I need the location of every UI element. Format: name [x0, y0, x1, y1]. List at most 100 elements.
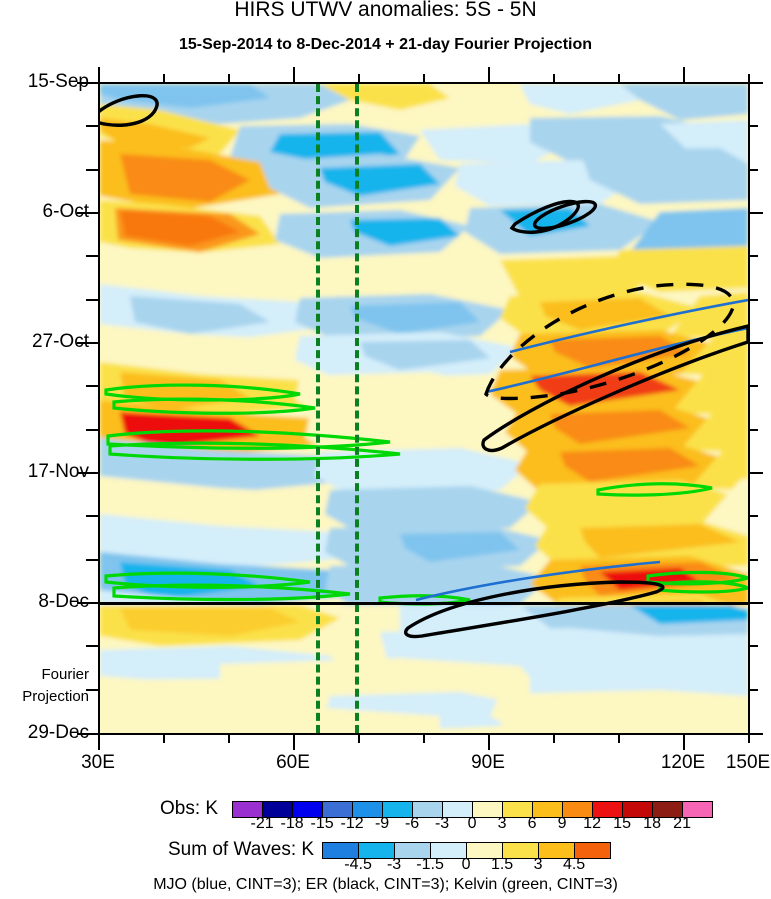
colorbar-tick-label: 15 [613, 815, 631, 832]
colorbar-swatch [353, 801, 384, 817]
colorbar-tick-label: 3 [533, 856, 543, 873]
colorbar-tick-label: 1.5 [490, 856, 514, 873]
x-axis-label-120e: 120E [660, 752, 706, 773]
colorbar-tick-label: -3 [434, 815, 450, 832]
colorbar-swatch [263, 801, 294, 817]
colorbar-tick-label: -12 [340, 815, 364, 832]
contour-legend-note: MJO (blue, CINT=3); ER (black, CINT=3); … [153, 876, 618, 893]
colorbar-tick-label: 12 [583, 815, 601, 832]
x-tick-major [683, 735, 685, 750]
y-tick-right-minor [750, 125, 758, 127]
colorbar-swatch [503, 842, 540, 858]
y-tick-major [77, 342, 98, 344]
colorbar-swatch [359, 842, 396, 858]
y-tick-minor [86, 689, 98, 691]
y-axis-label-27-oct: 27-Oct [31, 331, 89, 352]
y-tick-major [77, 472, 98, 474]
analysis-end-line [100, 602, 748, 605]
y-tick-right-minor [750, 689, 758, 691]
colorbar-tick-label: 0 [461, 856, 471, 873]
colorbar-swatch [467, 842, 504, 858]
y-axis-label-17-nov: 17-Nov [27, 461, 89, 482]
x-tick-top-major [488, 67, 490, 82]
x-tick-minor [553, 735, 555, 743]
x-axis-label-90e: 90E [471, 752, 505, 773]
x-tick-major [488, 735, 490, 750]
y-tick-major [77, 212, 98, 214]
y-axis-label-6-oct: 6-Oct [42, 201, 89, 222]
x-tick-minor [618, 735, 620, 743]
colorbar-tick-label: 9 [557, 815, 567, 832]
colorbar-swatch [563, 801, 594, 817]
x-tick-major [98, 735, 100, 750]
colorbar-tick-label: -3 [386, 856, 402, 873]
colorbar-swatch [293, 801, 324, 817]
colorbar-swatch [503, 801, 534, 817]
x-tick-minor [358, 735, 360, 743]
y-tick-right-minor [750, 385, 758, 387]
x-tick-minor [228, 735, 230, 743]
y-tick-right-major [750, 82, 763, 84]
y-tick-right-minor [750, 429, 758, 431]
y-axis-label-8-dec: 8-Dec [38, 591, 89, 612]
shaded-anomaly-field [100, 84, 748, 733]
hovmoller-plot [98, 82, 750, 735]
y-tick-minor [86, 299, 98, 301]
colorbar-tick-label: -6 [404, 815, 420, 832]
colorbar-tick-label: -21 [250, 815, 274, 832]
y-tick-minor [86, 429, 98, 431]
colorbar-swatch [443, 801, 474, 817]
x-tick-top-minor [553, 74, 555, 82]
y-tick-right-minor [750, 645, 758, 647]
colorbar-tick-label: -1.5 [416, 856, 444, 873]
x-tick-top-minor [748, 74, 750, 82]
y-tick-right-major [750, 602, 763, 604]
x-tick-top-major [293, 67, 295, 82]
reference-line-72e [316, 84, 320, 733]
colorbar-tick-label: -15 [310, 815, 334, 832]
colorbar-tick-label: 18 [643, 815, 661, 832]
y-tick-right-minor [750, 559, 758, 561]
x-axis-label-60e: 60E [276, 752, 310, 773]
colorbar-swatch [431, 842, 468, 858]
colorbar-swatch [533, 801, 564, 817]
obs-colorbar [232, 800, 714, 818]
y-tick-major [77, 82, 98, 84]
colorbar-swatch [473, 801, 504, 817]
x-tick-top-major [98, 67, 100, 82]
colorbar-tick-label: 4.5 [562, 856, 586, 873]
colorbar-swatch [683, 801, 713, 817]
x-tick-top-minor [228, 74, 230, 82]
colorbar-tick-label: 6 [527, 815, 537, 832]
y-axis-label-15-sep: 15-Sep [27, 71, 89, 92]
waves-colorbar [322, 841, 612, 859]
colorbar-tick-label: -4.5 [344, 856, 372, 873]
x-tick-top-minor [358, 74, 360, 82]
y-tick-right-major [750, 212, 763, 214]
fourier-annotation-line1: Fourier [41, 666, 89, 683]
fourier-annotation-line2: Projection [22, 688, 89, 705]
colorbar-swatch [653, 801, 684, 817]
waves-colorbar-row: Sum of Waves: K [168, 839, 612, 861]
page-title: HIRS UTWV anomalies: 5S - 5N [234, 0, 537, 21]
reference-line-80e [355, 84, 359, 733]
obs-colorbar-row: Obs: K [160, 798, 714, 820]
y-tick-minor [86, 645, 98, 647]
colorbar-swatch [323, 842, 360, 858]
obs-colorbar-ticks: -21 -18 -15 -12 -9 -6 -3 0 3 6 9 12 15 18 21 [0, 815, 771, 835]
colorbar-swatch [383, 801, 414, 817]
y-axis-label-29-dec: 29-Dec [27, 722, 89, 743]
colorbar-tick-label: 0 [467, 815, 477, 832]
y-tick-right-minor [750, 169, 758, 171]
y-tick-right-major [750, 733, 763, 735]
y-tick-minor [86, 515, 98, 517]
y-tick-right-minor [750, 299, 758, 301]
x-tick-top-minor [423, 74, 425, 82]
colorbar-swatch [539, 842, 576, 858]
y-tick-right-minor [750, 255, 758, 257]
colorbar-swatch [323, 801, 354, 817]
colorbar-swatch [413, 801, 444, 817]
x-tick-top-minor [163, 74, 165, 82]
colorbar-swatch [233, 801, 264, 817]
x-tick-minor [748, 735, 750, 743]
